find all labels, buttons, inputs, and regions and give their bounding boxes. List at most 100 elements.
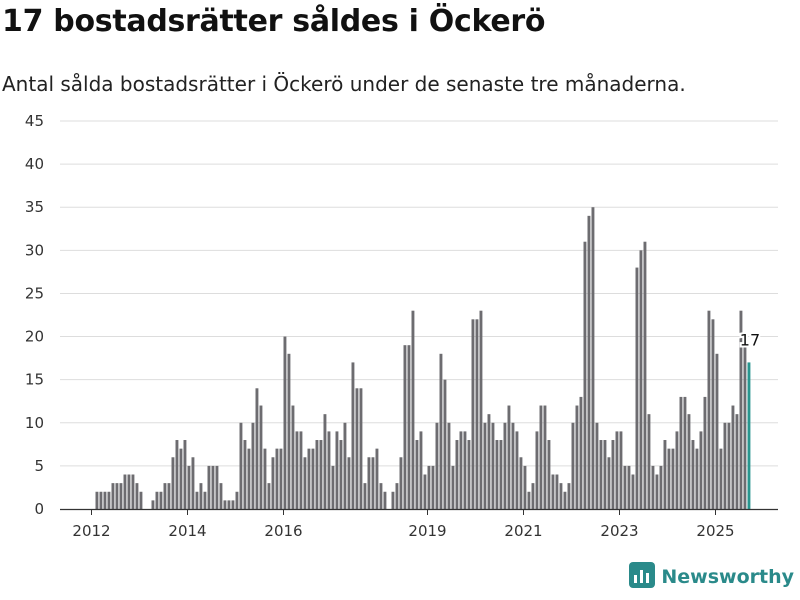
bar (451, 465, 455, 509)
bar (567, 483, 571, 509)
bar (423, 474, 427, 509)
bar (663, 440, 667, 509)
bar (531, 483, 535, 509)
bar (591, 207, 595, 509)
bar (247, 448, 251, 509)
bar (111, 483, 115, 509)
y-tick-label: 25 (25, 284, 44, 302)
bar (399, 457, 403, 509)
bar (179, 448, 183, 509)
bar (251, 422, 255, 509)
bar (463, 431, 467, 509)
bar (327, 431, 331, 509)
newsworthy-brand[interactable]: Newsworthy (629, 562, 794, 592)
bar (419, 431, 423, 509)
bar (547, 440, 551, 509)
bar (551, 474, 555, 509)
bar (631, 474, 635, 509)
bar (687, 414, 691, 509)
bar (155, 491, 159, 509)
bar (495, 440, 499, 509)
bar (503, 422, 507, 509)
bar (467, 440, 471, 509)
bar (711, 319, 715, 509)
bar (439, 353, 443, 509)
bar (579, 396, 583, 509)
bar (103, 491, 107, 509)
x-tick-label: 2025 (696, 522, 734, 540)
bar (659, 465, 663, 509)
bar (371, 457, 375, 509)
y-tick-label: 0 (34, 500, 44, 518)
bar (515, 431, 519, 509)
bar (723, 422, 727, 509)
bar (699, 431, 703, 509)
bar (331, 465, 335, 509)
bar (627, 465, 631, 509)
bar (639, 250, 643, 509)
bar (635, 267, 639, 509)
bar (543, 405, 547, 509)
bar (643, 241, 647, 509)
bar (227, 500, 231, 509)
bar (691, 440, 695, 509)
bar (511, 422, 515, 509)
bar (599, 440, 603, 509)
bar (131, 474, 135, 509)
bar (727, 422, 731, 509)
bar (135, 483, 139, 509)
bar (607, 457, 611, 509)
bar (535, 431, 539, 509)
bar (335, 431, 339, 509)
bar (167, 483, 171, 509)
bar (139, 491, 143, 509)
bar (743, 336, 747, 509)
bar (719, 448, 723, 509)
grid-lines (60, 120, 778, 467)
bar (555, 474, 559, 509)
bar (183, 440, 187, 509)
bar (443, 379, 447, 509)
bar (623, 465, 627, 509)
bar (415, 440, 419, 509)
bar (199, 483, 203, 509)
bar (571, 422, 575, 509)
bar (127, 474, 131, 509)
bar (323, 414, 327, 509)
chart-title: 17 bostadsrätter såldes i Öckerö (2, 4, 546, 39)
bar (223, 500, 227, 509)
bar (703, 396, 707, 509)
bar (307, 448, 311, 509)
bar (395, 483, 399, 509)
y-tick-label: 10 (25, 414, 44, 432)
bar (695, 448, 699, 509)
bar (675, 431, 679, 509)
bar-latest (747, 362, 751, 509)
bar (391, 491, 395, 509)
bar (487, 414, 491, 509)
bar (271, 457, 275, 509)
bar (279, 448, 283, 509)
bar (291, 405, 295, 509)
bar (115, 483, 119, 509)
bar (647, 414, 651, 509)
y-tick-label: 15 (25, 371, 44, 389)
bar (403, 345, 407, 509)
bar (107, 491, 111, 509)
bar (447, 422, 451, 509)
bar (611, 440, 615, 509)
bar (427, 465, 431, 509)
bar (299, 431, 303, 509)
bar (731, 405, 735, 509)
bar (655, 474, 659, 509)
bar (99, 491, 103, 509)
bar (523, 465, 527, 509)
bar (499, 440, 503, 509)
bar (175, 440, 179, 509)
bar (207, 465, 211, 509)
bar (347, 457, 351, 509)
y-tick-label: 20 (25, 328, 44, 346)
bar (479, 310, 483, 509)
x-axis: 2012 2014 2016 2019 2021 2023 2025 (60, 508, 778, 540)
bar (595, 422, 599, 509)
